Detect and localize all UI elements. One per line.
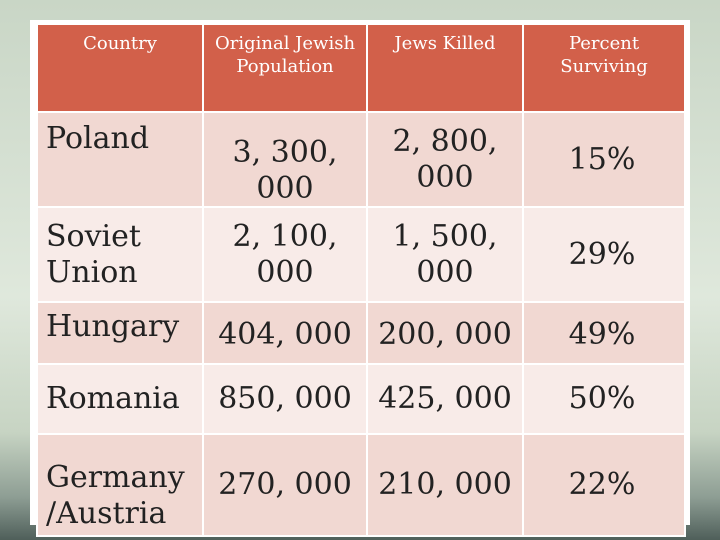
surviving-cell: 22%	[522, 433, 686, 537]
population-cell: 404, 000	[202, 301, 368, 365]
table-row: Hungary 404, 000 200, 000 49%	[36, 301, 686, 365]
header-row: Country Original Jewish Population Jews …	[36, 23, 686, 113]
killed-cell: 210, 000	[366, 433, 524, 537]
header-jews-killed: Jews Killed	[366, 23, 524, 113]
surviving-cell: 50%	[522, 363, 686, 435]
killed-cell: 1, 500, 000	[366, 206, 524, 303]
killed-cell: 425, 000	[366, 363, 524, 435]
surviving-cell: 29%	[522, 206, 686, 303]
header-original-population: Original Jewish Population	[202, 23, 368, 113]
population-cell: 270, 000	[202, 433, 368, 537]
surviving-cell: 49%	[522, 301, 686, 365]
country-cell: Hungary	[36, 301, 204, 365]
country-cell: Germany /Austria	[36, 433, 204, 537]
table-row: Germany /Austria 270, 000 210, 000 22%	[36, 433, 686, 537]
holocaust-statistics-table: Country Original Jewish Population Jews …	[36, 23, 686, 537]
table-row: Romania 850, 000 425, 000 50%	[36, 363, 686, 435]
table-row: Soviet Union 2, 100, 000 1, 500, 000 29%	[36, 206, 686, 303]
population-cell: 3, 300, 000	[202, 111, 368, 208]
country-cell: Soviet Union	[36, 206, 204, 303]
header-percent-surviving: Percent Surviving	[522, 23, 686, 113]
country-cell: Romania	[36, 363, 204, 435]
table-row: Poland 3, 300, 000 2, 800, 000 15%	[36, 111, 686, 208]
population-cell: 850, 000	[202, 363, 368, 435]
surviving-cell: 15%	[522, 111, 686, 208]
killed-cell: 200, 000	[366, 301, 524, 365]
population-cell: 2, 100, 000	[202, 206, 368, 303]
header-country: Country	[36, 23, 204, 113]
killed-cell: 2, 800, 000	[366, 111, 524, 208]
country-cell: Poland	[36, 111, 204, 208]
